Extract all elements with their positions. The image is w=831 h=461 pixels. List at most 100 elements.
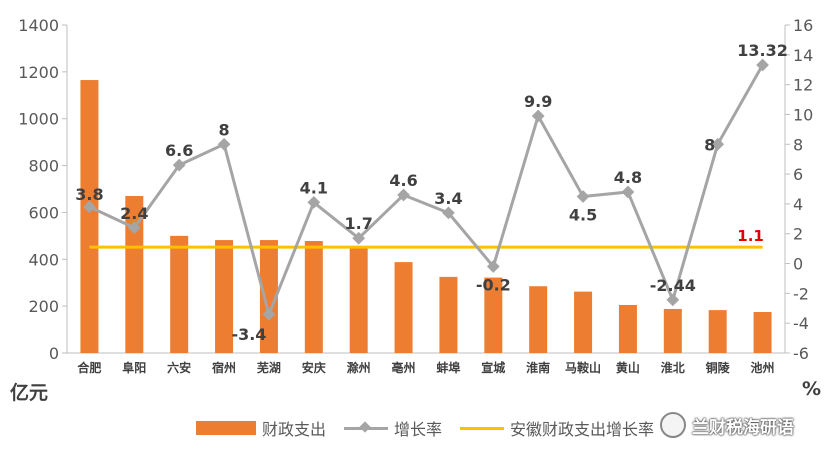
data-label: 9.9	[524, 92, 552, 111]
growth-rate-marker	[621, 185, 635, 199]
data-label: 2.4	[120, 204, 148, 223]
legend-ref-swatch	[460, 421, 505, 435]
x-tick-label: 黄山	[616, 360, 640, 375]
right-tick-label: 16	[793, 16, 813, 35]
bar	[125, 196, 144, 353]
left-tick-label: 600	[28, 203, 59, 222]
bar	[215, 240, 234, 353]
left-tick-label: 800	[28, 157, 59, 176]
data-label: 6.6	[165, 141, 193, 160]
data-label: 4.8	[614, 168, 642, 187]
x-tick-label: 芜湖	[257, 360, 281, 375]
bar	[259, 240, 278, 353]
right-tick-label: 2	[793, 225, 803, 244]
x-tick-label: 合肥	[77, 360, 101, 375]
bar	[484, 277, 503, 353]
x-tick-label: 铜陵	[706, 360, 731, 375]
x-tick-label: 宣城	[481, 360, 505, 375]
x-tick-label: 宿州	[212, 360, 236, 375]
left-tick-label: 1200	[18, 63, 59, 82]
watermark: 兰财税海研语	[660, 412, 794, 438]
watermark-logo-icon	[660, 412, 686, 438]
growth-rate-marker	[352, 231, 366, 245]
data-label: 1.7	[345, 214, 373, 233]
bar	[618, 304, 637, 353]
legend-ref-label: 安徽财政支出增长率	[510, 420, 655, 439]
x-tick-label: 亳州	[392, 360, 416, 375]
growth-rate-marker	[397, 188, 410, 202]
right-tick-label: 14	[793, 46, 813, 65]
legend-item-line: 增长率	[344, 416, 442, 440]
legend-item-ref: 安徽财政支出增长率	[460, 416, 654, 440]
growth-rate-marker	[442, 206, 455, 220]
bar	[439, 276, 458, 353]
data-label: 4.1	[300, 178, 328, 197]
right-tick-label: -6	[793, 344, 809, 363]
legend-bar-swatch	[196, 421, 256, 435]
legend-line-swatch	[344, 421, 389, 435]
bar	[574, 291, 593, 353]
right-tick-label: 12	[793, 76, 813, 95]
data-label: -0.2	[476, 276, 511, 295]
growth-rate-line	[88, 64, 764, 316]
right-axis-unit: %	[802, 378, 822, 400]
growth-rate-marker	[262, 307, 276, 321]
data-label: -2.44	[650, 276, 696, 295]
x-tick-label: 淮北	[661, 360, 685, 375]
left-tick-label: 1000	[18, 110, 59, 129]
right-tick-label: 4	[793, 195, 803, 214]
right-tick-label: 8	[793, 135, 803, 154]
right-tick-label: 0	[793, 255, 803, 274]
bar	[170, 235, 189, 353]
left-tick-label: 200	[28, 297, 59, 316]
legend-item-bar: 财政支出	[196, 416, 326, 440]
right-tick-label: 10	[793, 105, 813, 124]
data-label: 8	[218, 120, 229, 139]
growth-rate-marker	[127, 221, 141, 235]
x-tick-label: 安庆	[302, 360, 326, 375]
bar	[349, 248, 368, 353]
x-tick-label: 池州	[751, 360, 775, 375]
bar	[753, 312, 772, 353]
data-label: 4.5	[569, 205, 597, 224]
growth-rate-marker	[576, 190, 590, 203]
x-tick-label: 马鞍山	[565, 360, 601, 375]
legend: 财政支出 增长率 安徽财政支出增长率	[196, 416, 672, 440]
growth-rate-marker	[83, 200, 96, 214]
data-label: 4.6	[389, 171, 417, 190]
right-tick-label: -2	[793, 284, 809, 303]
data-label: 3.4	[434, 189, 462, 208]
bar	[529, 286, 548, 353]
right-tick-label: 6	[793, 165, 803, 184]
data-label: -3.4	[231, 325, 266, 344]
left-tick-label: 1400	[18, 16, 59, 35]
left-tick-label: 0	[49, 344, 59, 363]
legend-line-label: 增长率	[394, 420, 443, 439]
x-tick-label: 蚌埠	[436, 360, 460, 375]
x-tick-label: 阜阳	[122, 360, 146, 375]
growth-rate-marker	[486, 260, 500, 273]
left-axis-unit: 亿元	[10, 382, 49, 404]
growth-rate-marker	[531, 109, 545, 123]
bar	[708, 310, 727, 353]
x-tick-label: 六安	[167, 360, 191, 375]
data-label: 13.32	[737, 41, 788, 60]
watermark-text: 兰财税海研语	[692, 417, 794, 438]
right-tick-label: -4	[793, 314, 809, 333]
x-tick-label: 滁州	[347, 360, 371, 375]
x-tick-label: 淮南	[526, 360, 550, 375]
growth-rate-marker	[756, 58, 769, 72]
data-label: 8	[704, 135, 715, 154]
left-tick-label: 400	[28, 250, 59, 269]
legend-bar-label: 财政支出	[262, 420, 327, 439]
bar	[663, 308, 682, 353]
growth-rate-marker	[217, 137, 231, 151]
growth-rate-marker	[172, 158, 186, 172]
growth-rate-marker	[666, 293, 680, 307]
growth-rate-marker	[307, 196, 321, 209]
data-label: 3.8	[75, 185, 103, 204]
bar	[304, 241, 323, 353]
bar	[80, 80, 99, 354]
bar	[394, 262, 413, 353]
